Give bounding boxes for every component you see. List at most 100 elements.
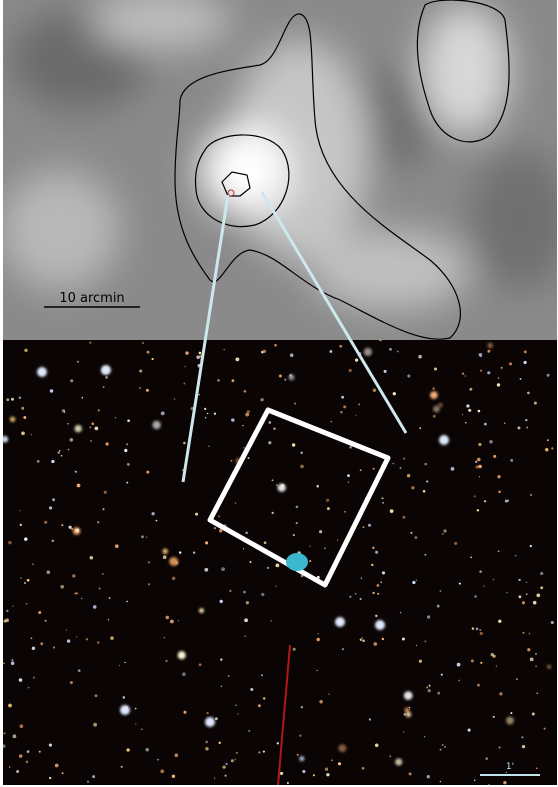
star xyxy=(291,443,296,447)
star xyxy=(403,691,413,700)
star xyxy=(214,717,218,721)
star xyxy=(536,692,538,695)
star xyxy=(24,348,28,353)
star xyxy=(529,657,534,662)
star xyxy=(103,490,107,494)
star xyxy=(262,750,265,753)
star xyxy=(476,683,481,687)
star xyxy=(135,723,137,725)
star xyxy=(543,727,546,730)
star xyxy=(302,769,306,774)
star xyxy=(213,412,217,415)
star xyxy=(243,446,246,449)
star xyxy=(521,736,524,739)
star xyxy=(146,470,150,474)
star xyxy=(478,442,482,447)
star xyxy=(341,648,344,651)
star xyxy=(69,438,74,442)
star xyxy=(68,525,72,529)
star xyxy=(85,638,89,641)
star xyxy=(170,619,174,624)
star xyxy=(18,754,23,758)
star xyxy=(535,767,538,769)
star xyxy=(389,509,394,513)
star xyxy=(506,592,508,594)
star xyxy=(299,756,305,762)
star xyxy=(492,578,495,581)
star xyxy=(126,748,130,752)
star xyxy=(469,387,473,391)
star xyxy=(316,637,320,642)
star xyxy=(465,422,467,424)
star xyxy=(3,732,6,735)
star xyxy=(518,578,521,582)
star xyxy=(36,460,40,463)
star xyxy=(126,443,128,446)
star xyxy=(533,401,537,405)
star xyxy=(477,457,481,462)
star xyxy=(300,451,303,454)
star xyxy=(372,388,377,393)
star xyxy=(383,369,387,373)
star xyxy=(389,347,392,351)
star xyxy=(3,435,9,443)
star xyxy=(65,629,68,631)
star xyxy=(196,355,200,360)
star xyxy=(178,551,182,554)
intensity-map: 10 arcmin xyxy=(3,0,557,340)
star xyxy=(250,687,254,692)
star xyxy=(114,544,119,549)
star xyxy=(300,705,304,709)
star xyxy=(108,597,111,599)
star xyxy=(213,777,216,779)
star xyxy=(504,422,506,424)
star xyxy=(523,350,527,354)
star xyxy=(114,417,116,419)
star xyxy=(261,674,263,677)
star xyxy=(107,618,110,621)
star xyxy=(475,465,479,469)
star xyxy=(337,762,342,766)
star xyxy=(359,598,362,601)
star xyxy=(349,445,352,449)
star xyxy=(94,426,99,431)
star xyxy=(414,536,418,539)
map-structure xyxy=(3,0,557,310)
star xyxy=(6,609,9,613)
star xyxy=(98,587,101,590)
star xyxy=(479,355,482,358)
star xyxy=(371,563,374,567)
star-field xyxy=(3,340,554,785)
star xyxy=(266,566,270,570)
star xyxy=(185,351,189,355)
star xyxy=(454,541,458,545)
star xyxy=(124,448,128,453)
star xyxy=(441,743,444,747)
star xyxy=(97,409,100,412)
star xyxy=(183,710,187,714)
star xyxy=(523,360,527,365)
star xyxy=(234,758,237,761)
star xyxy=(492,654,496,658)
star xyxy=(361,637,363,639)
star xyxy=(171,774,176,779)
star xyxy=(478,476,481,478)
star xyxy=(319,699,323,704)
star xyxy=(183,441,186,445)
star xyxy=(478,464,482,469)
star xyxy=(487,342,494,349)
star xyxy=(295,522,298,525)
star xyxy=(20,577,22,579)
star xyxy=(418,354,422,359)
star xyxy=(529,493,533,497)
light-region xyxy=(420,5,510,135)
star xyxy=(292,647,296,651)
star xyxy=(529,545,532,548)
star xyxy=(92,775,96,779)
star xyxy=(81,396,84,399)
star xyxy=(162,555,167,560)
star xyxy=(331,759,333,762)
star xyxy=(487,371,491,375)
star xyxy=(9,416,16,423)
star xyxy=(382,501,385,504)
